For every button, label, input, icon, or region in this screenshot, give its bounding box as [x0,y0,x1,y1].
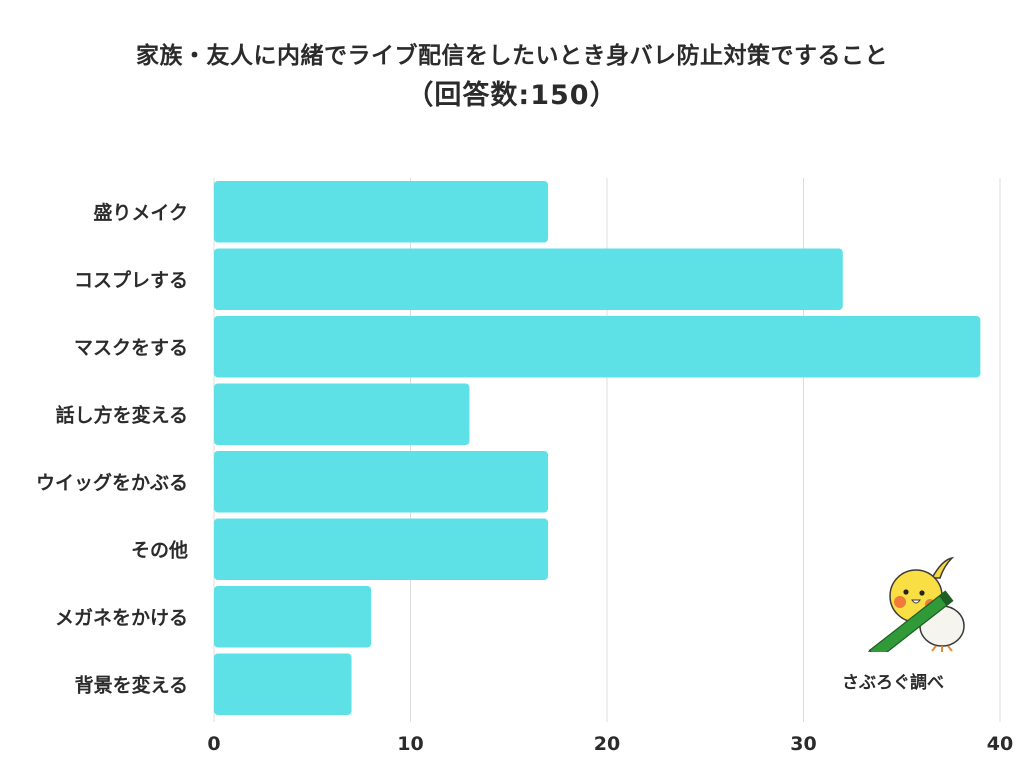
x-tick-label: 10 [397,733,423,755]
bar [214,248,843,310]
category-label: その他 [131,538,188,561]
chart-subtitle: （回答数:150） [406,80,618,111]
category-label: コスプレする [74,268,188,291]
category-labels: 盛りメイクコスプレするマスクをする話し方を変えるウイッグをかぶるその他メガネをか… [36,201,188,697]
bar [214,383,470,445]
bar [214,316,981,378]
category-label: ウイッグをかぶる [36,471,188,494]
x-tick-label: 0 [207,733,220,755]
source-credit: さぶろぐ調べ [842,673,944,693]
cockatiel-with-pencil-icon [861,556,965,665]
category-label: 盛りメイク [93,201,188,224]
bar [214,518,549,580]
x-tick-label: 30 [790,733,816,755]
category-label: 話し方を変える [56,403,188,426]
bar [214,653,352,715]
bars [214,181,981,715]
category-label: マスクをする [74,337,188,359]
bar [214,586,372,648]
category-label: 背景を変える [75,673,188,696]
x-tick-labels: 0 10 20 30 40 [207,733,1013,755]
bar [214,451,549,513]
title-block: 家族・友人に内緒でライブ配信をしたいとき身バレ防止対策ですること （回答数:15… [0,38,1024,118]
mascot-icon [856,556,976,665]
bar [214,181,549,243]
x-tick-label: 20 [594,733,620,755]
category-label: メガネをかける [55,607,188,629]
chart-title: 家族・友人に内緒でライブ配信をしたいとき身バレ防止対策ですること [136,43,888,69]
x-tick-label: 40 [987,733,1013,755]
